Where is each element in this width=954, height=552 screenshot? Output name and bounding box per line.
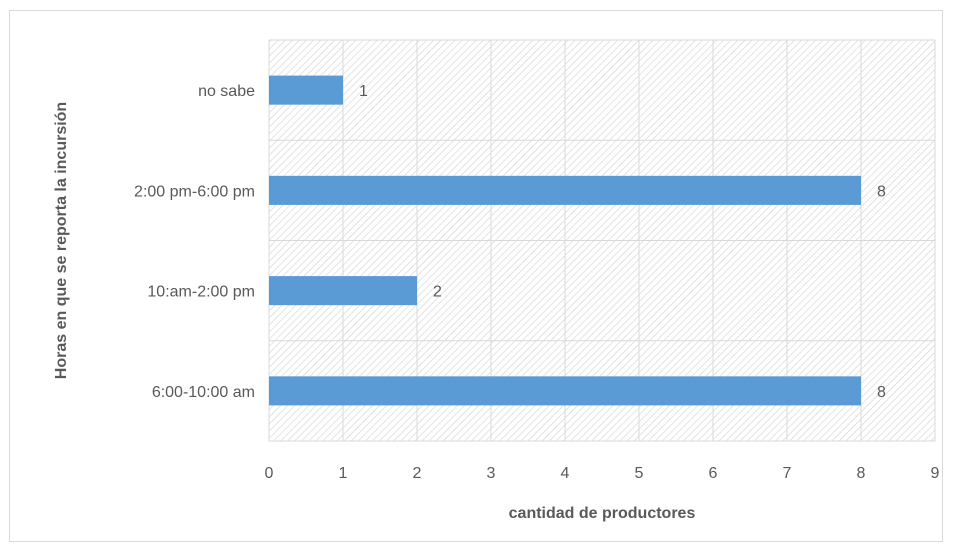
category-label: no sabe bbox=[198, 83, 255, 100]
bar bbox=[269, 276, 417, 306]
category-label: 6:00-10:00 am bbox=[152, 384, 255, 401]
x-tick-label: 7 bbox=[783, 465, 792, 482]
bar bbox=[269, 75, 343, 105]
x-tick-label: 3 bbox=[487, 465, 496, 482]
x-tick-label: 1 bbox=[339, 465, 348, 482]
bars bbox=[269, 75, 861, 406]
x-tick-label: 0 bbox=[265, 465, 274, 482]
x-tick-label: 2 bbox=[413, 465, 422, 482]
bar bbox=[269, 376, 861, 406]
x-tick-label: 5 bbox=[635, 465, 644, 482]
bar-chart: 8 2 8 1 6:00-10:00 am 10:am-2:00 pm 2:00 pm-6… bbox=[53, 39, 940, 522]
x-tick-label: 9 bbox=[931, 465, 940, 482]
data-label: 2 bbox=[433, 284, 442, 301]
grid-lines bbox=[268, 39, 936, 442]
y-axis-title: Horas en que se reporta la incursión bbox=[53, 102, 70, 379]
x-tick-label: 6 bbox=[709, 465, 718, 482]
x-axis-title: cantidad de productores bbox=[509, 505, 696, 522]
category-labels: 6:00-10:00 am 10:am-2:00 pm 2:00 pm-6:00 p… bbox=[134, 83, 255, 401]
data-labels: 8 2 8 1 bbox=[359, 83, 886, 401]
category-label: 10:am-2:00 pm bbox=[147, 284, 255, 301]
x-tick-label: 8 bbox=[857, 465, 866, 482]
chart-frame: 8 2 8 1 6:00-10:00 am 10:am-2:00 pm 2:00 pm-6… bbox=[9, 10, 943, 542]
data-label: 1 bbox=[359, 83, 368, 100]
x-tick-labels: 0 1 2 3 4 5 6 7 8 9 bbox=[265, 465, 940, 482]
bar bbox=[269, 175, 861, 205]
data-label: 8 bbox=[877, 183, 886, 200]
x-tick-label: 4 bbox=[561, 465, 570, 482]
data-label: 8 bbox=[877, 384, 886, 401]
category-label: 2:00 pm-6:00 pm bbox=[134, 183, 255, 200]
